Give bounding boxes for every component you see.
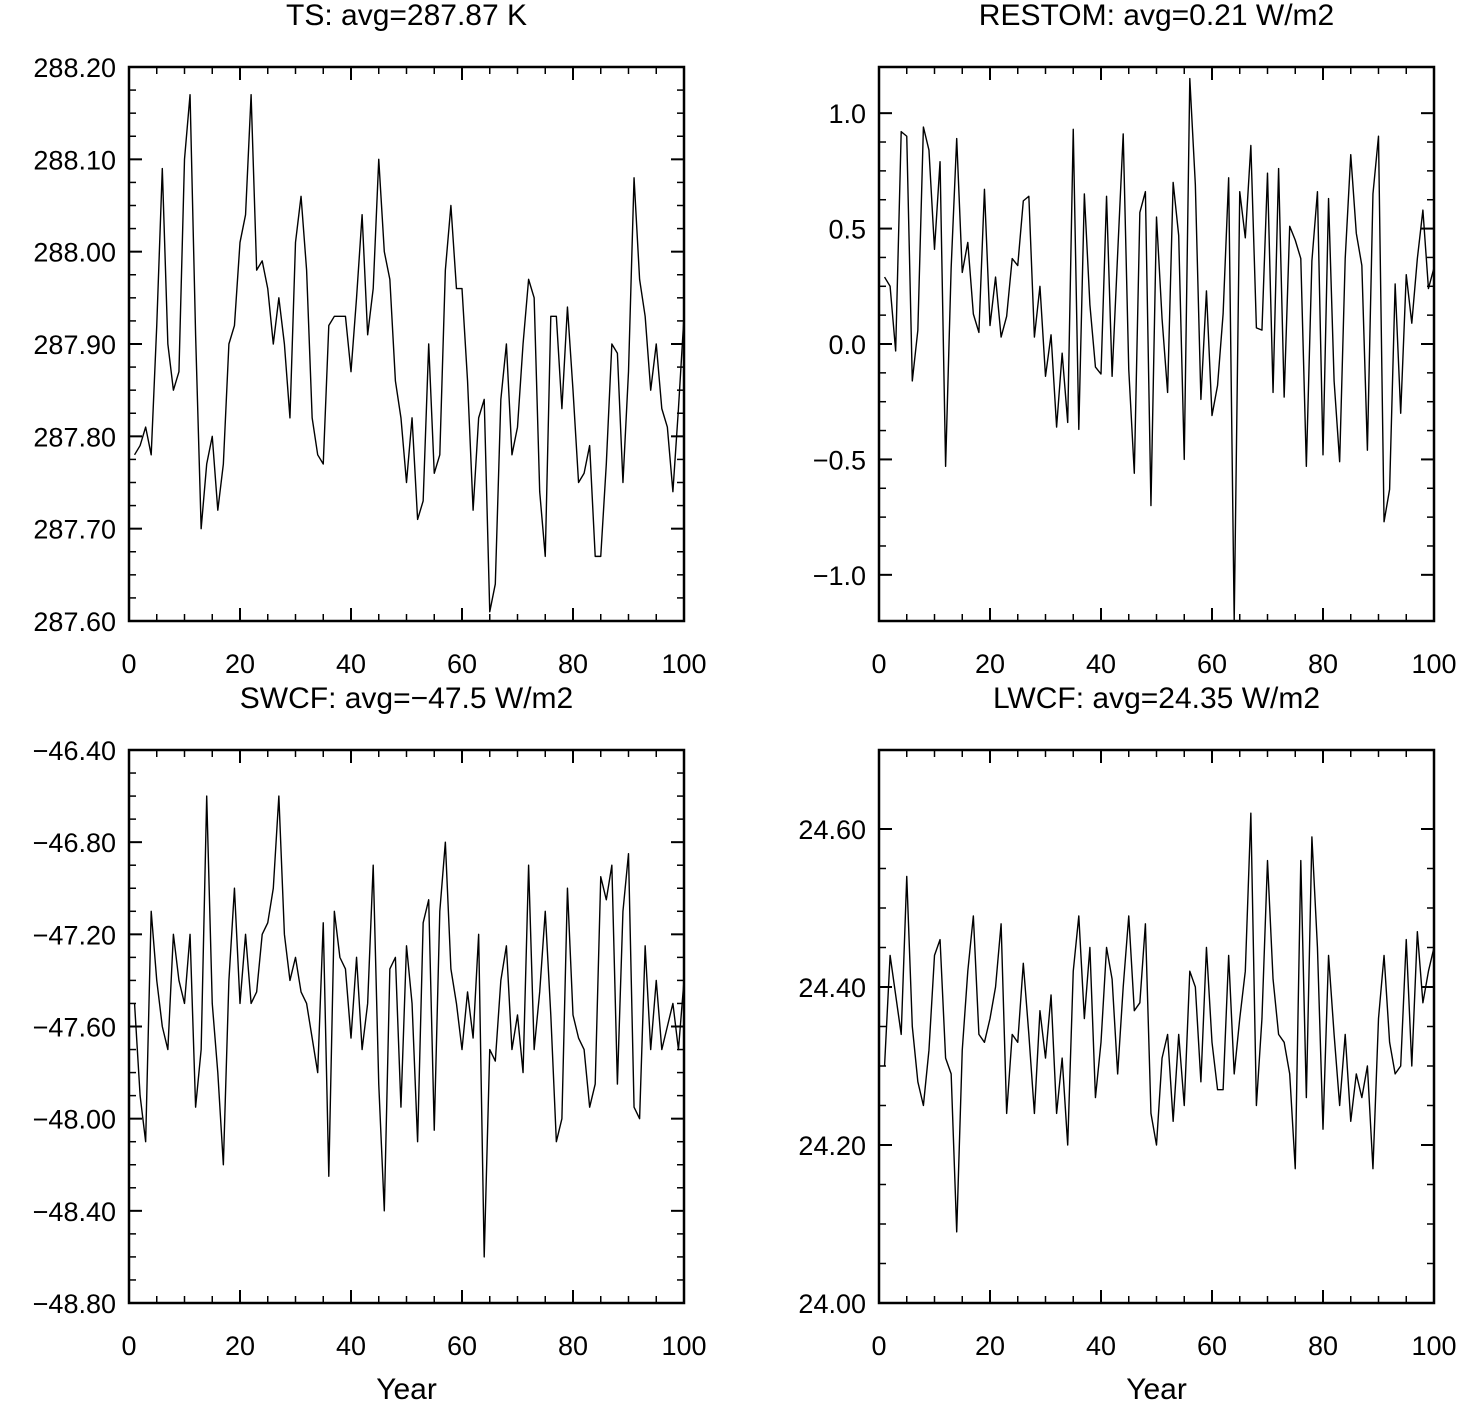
x-tick-label: 60 [1197,1331,1227,1361]
y-tick-label: −46.40 [33,736,116,766]
y-tick-label: 24.00 [798,1289,866,1319]
x-tick-label: 40 [336,1331,366,1361]
y-tick-label: −1.0 [813,561,866,591]
x-tick-label: 40 [1086,1331,1116,1361]
panel-title: SWCF: avg=−47.5 W/m2 [240,682,573,715]
x-tick-label: 100 [661,649,706,679]
x-tick-label: 60 [1197,649,1227,679]
y-tick-label: 0.5 [828,215,866,245]
y-tick-label: −47.60 [33,1013,116,1043]
x-tick-label: 0 [121,649,136,679]
y-tick-label: 287.80 [33,422,116,452]
data-line [883,812,1435,1233]
x-axis-label: Year [1126,1373,1187,1402]
y-tick-label: 288.10 [33,145,116,175]
frame [877,65,1436,623]
x-tick-label: 80 [558,649,588,679]
x-tick-label: 20 [975,1331,1005,1361]
x-tick-label: 100 [1411,1331,1456,1361]
x-axis-label: Year [376,1373,437,1402]
y-tick-label: −48.00 [33,1105,116,1135]
data-line [133,94,685,613]
y-tick-label: −48.80 [33,1289,116,1319]
y-tick-label: −46.80 [33,828,116,858]
panel-title: LWCF: avg=24.35 W/m2 [993,682,1320,715]
x-tick-label: 0 [121,1331,136,1361]
y-tick-label: 288.00 [33,238,116,268]
y-tick-label: −47.20 [33,920,116,950]
frame [127,748,686,1305]
y-tick-label: 287.90 [33,330,116,360]
x-tick-label: 0 [871,1331,886,1361]
panel-title: TS: avg=287.87 K [286,0,527,32]
x-tick-label: 60 [447,1331,477,1361]
panel-title: RESTOM: avg=0.21 W/m2 [979,0,1334,32]
y-tick-label: 24.60 [798,815,866,845]
x-tick-label: 20 [975,649,1005,679]
x-tick-label: 100 [661,1331,706,1361]
y-tick-label: 288.20 [33,53,116,83]
data-line [133,795,685,1258]
x-tick-label: 40 [336,649,366,679]
y-tick-label: −48.40 [33,1197,116,1227]
x-tick-label: 100 [1411,649,1456,679]
x-tick-label: 0 [871,649,886,679]
x-tick-label: 20 [225,1331,255,1361]
frame [127,65,686,623]
x-tick-label: 80 [558,1331,588,1361]
x-tick-label: 80 [1308,1331,1338,1361]
x-tick-label: 20 [225,649,255,679]
y-tick-label: 287.60 [33,607,116,637]
y-tick-label: 0.0 [828,330,866,360]
x-tick-label: 80 [1308,649,1338,679]
y-tick-label: 24.40 [798,973,866,1003]
y-tick-label: 24.20 [798,1131,866,1161]
x-tick-label: 60 [447,649,477,679]
y-tick-label: −0.5 [813,445,866,475]
data-line [883,77,1435,622]
y-tick-label: 287.70 [33,515,116,545]
y-tick-label: 1.0 [828,99,866,129]
x-tick-label: 40 [1086,649,1116,679]
frame [877,748,1436,1305]
